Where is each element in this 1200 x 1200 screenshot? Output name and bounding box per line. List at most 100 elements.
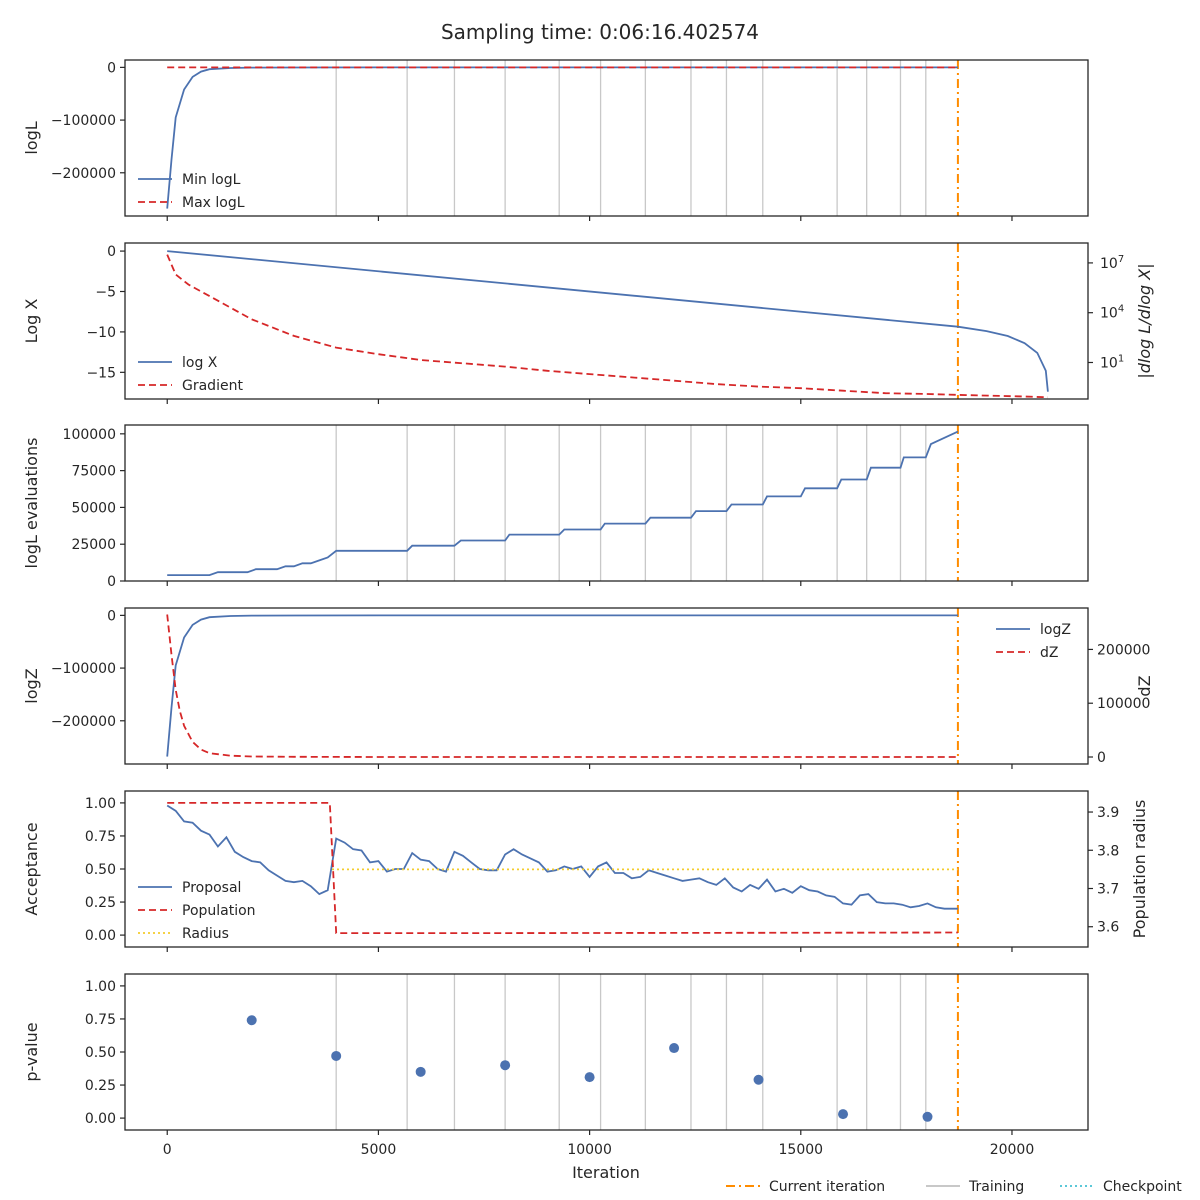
y2-tick-label: 3.8: [1097, 843, 1119, 859]
data-point: [500, 1060, 511, 1071]
legend-label: Radius: [182, 926, 229, 942]
y-tick-label: −200000: [51, 166, 116, 182]
y2-tick-label: 100000: [1097, 696, 1150, 712]
y-tick-label: 0.25: [85, 895, 116, 911]
panel-legend: log X Gradient: [138, 355, 243, 394]
y-tick-label: −200000: [51, 714, 116, 730]
y-axis-label: logL: [22, 121, 41, 154]
panel-legend: Proposal Population Radius: [138, 880, 256, 942]
series-group: [166, 66, 958, 209]
y2-tick-exponent: 7: [1118, 254, 1124, 265]
legend-label: Max logL: [182, 195, 245, 211]
panel-4: 0 −100000 −200000 0 100000 200000 dZ logZ logZ dZ: [22, 607, 1154, 769]
x-tick-label: 0: [163, 1142, 172, 1158]
bottom-legend-label: Training: [968, 1179, 1024, 1195]
y-tick-label: 0: [107, 60, 116, 76]
y-tick-label: 0.00: [85, 1111, 116, 1127]
y2-tick-label: 3.6: [1097, 920, 1119, 936]
series-line-2: [166, 254, 1048, 399]
series-line-1: [166, 66, 958, 209]
y-tick-label: −5: [95, 284, 116, 300]
y-tick-label: 75000: [71, 464, 116, 480]
panel-3: 0 25000 50000 75000 100000 logL evaluations: [22, 424, 1089, 590]
panel-frame: [124, 59, 1089, 217]
series-line-1: [166, 614, 958, 757]
y-tick-label: 0.50: [85, 862, 116, 878]
data-point: [753, 1074, 764, 1085]
y-tick-label: 0: [107, 244, 116, 260]
y2-tick-label: 107: [1100, 254, 1124, 272]
y-tick-label: 0.75: [85, 1012, 116, 1028]
y2-axis-label: |dlog L/dlog X|: [1135, 263, 1154, 378]
y-axis-label: Log X: [22, 299, 41, 344]
y2-tick-exponent: 4: [1118, 304, 1124, 315]
data-point: [838, 1109, 849, 1120]
panel-legend: logZ dZ: [996, 622, 1071, 661]
y-tick-label: 0.25: [85, 1078, 116, 1094]
y-tick-label: −100000: [51, 113, 116, 129]
panel-legend: Min logL Max logL: [138, 172, 245, 211]
y-tick-label: −100000: [51, 661, 116, 677]
legend-label: Min logL: [182, 172, 241, 188]
legend-label: logZ: [1040, 622, 1071, 638]
x-axis-label: Iteration: [572, 1163, 640, 1182]
panel-frame: [124, 973, 1089, 1131]
panel-1: 0 −100000 −200000 logL Min logL Max logL: [22, 59, 1089, 221]
y-tick-label: 0: [107, 574, 116, 590]
x-tick-label: 10000: [567, 1142, 612, 1158]
y-tick-label: 25000: [71, 537, 116, 553]
y2-tick-label: 3.7: [1097, 882, 1119, 898]
y-tick-label: 50000: [71, 500, 116, 516]
y2-axis-label: Population radius: [1130, 800, 1149, 939]
series-line-1: [166, 804, 958, 910]
y2-tick-base: 10: [1100, 355, 1118, 371]
y-axis-label: Acceptance: [22, 822, 41, 915]
series-group: [166, 614, 958, 758]
legend-label: dZ: [1040, 645, 1058, 661]
legend-label: Gradient: [182, 378, 243, 394]
y-axis-label: logZ: [22, 668, 41, 703]
y-tick-label: 0: [107, 608, 116, 624]
y2-tick-label: 104: [1100, 304, 1124, 322]
data-point: [584, 1072, 595, 1083]
series-group: [246, 1015, 933, 1122]
y2-tick-label: 3.9: [1097, 805, 1119, 821]
y-tick-label: −10: [86, 325, 116, 341]
y-tick-label: 100000: [63, 427, 116, 443]
series-line-1: [167, 430, 959, 576]
legend-label: Proposal: [182, 880, 241, 896]
y2-tick-base: 10: [1100, 306, 1118, 322]
panel-frame: [124, 607, 1089, 765]
series-line-2: [166, 614, 958, 758]
legend-label: Population: [182, 903, 256, 919]
data-point: [922, 1111, 933, 1122]
y2-tick-label: 0: [1097, 750, 1106, 766]
y2-axis-label: dZ: [1135, 675, 1154, 696]
y-tick-label: 1.00: [85, 979, 116, 995]
x-tick-label: 15000: [779, 1142, 824, 1158]
y2-tick-label: 200000: [1097, 642, 1150, 658]
y2-tick-label: 101: [1100, 353, 1124, 371]
panel-frame: [124, 424, 1089, 582]
bottom-legend-label: Checkpoint: [1103, 1179, 1182, 1195]
y2-tick-base: 10: [1100, 256, 1118, 272]
series-line-1: [167, 250, 1049, 392]
y-tick-label: 0.50: [85, 1045, 116, 1061]
series-group: [166, 802, 958, 934]
legend-label: log X: [182, 355, 218, 371]
y-axis-label: p-value: [22, 1022, 41, 1081]
y2-tick-exponent: 1: [1118, 353, 1124, 364]
y-axis-label: logL evaluations: [22, 438, 41, 569]
panel-6: 0.00 0.25 0.50 0.75 1.00 0 5000 10000 15000 20000…: [22, 973, 1089, 1158]
x-tick-label: 20000: [990, 1142, 1035, 1158]
y-tick-label: 0.75: [85, 829, 116, 845]
data-point: [669, 1043, 680, 1054]
panel-frame: [124, 242, 1089, 400]
series-group: [167, 430, 959, 576]
bottom-legend-label: Current iteration: [769, 1179, 885, 1195]
data-point: [246, 1015, 257, 1026]
y-tick-label: 1.00: [85, 796, 116, 812]
